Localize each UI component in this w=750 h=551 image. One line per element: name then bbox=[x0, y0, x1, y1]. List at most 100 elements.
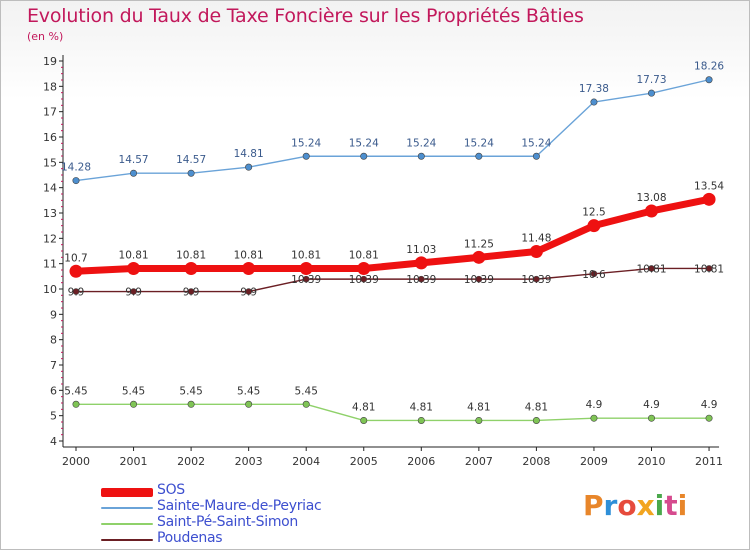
data-label-sainte-maure-de-peyriac: 14.28 bbox=[61, 162, 91, 174]
data-label-sos: 11.25 bbox=[464, 238, 494, 250]
legend: SOS Sainte-Maure-de-Peyriac Saint-Pé-Sai… bbox=[101, 482, 361, 548]
data-label-saint-pe-saint-simon: 4.81 bbox=[467, 401, 490, 413]
legend-swatch-sos bbox=[101, 488, 153, 497]
data-label-poudenas: 10.81 bbox=[636, 263, 666, 275]
x-tick-label: 2004 bbox=[292, 455, 320, 468]
data-label-poudenas: 9.9 bbox=[68, 287, 85, 299]
data-point-sos bbox=[69, 264, 83, 278]
series-line-saint-pe-saint-simon bbox=[75, 403, 710, 422]
y-tick-label: 5 bbox=[50, 410, 57, 423]
logo-letter: i bbox=[654, 489, 665, 522]
data-point-sos bbox=[702, 192, 716, 206]
proxiti-logo: Proxiti bbox=[583, 489, 687, 522]
data-point-poudenas bbox=[590, 270, 598, 278]
data-label-poudenas: 10.81 bbox=[694, 263, 724, 275]
data-label-sos: 10.81 bbox=[176, 249, 206, 261]
y-tick-label: 7 bbox=[50, 359, 57, 372]
x-tick-label: 2011 bbox=[695, 455, 723, 468]
data-label-sainte-maure-de-peyriac: 14.81 bbox=[234, 148, 264, 160]
data-point-saint-pe-saint-simon bbox=[360, 416, 368, 424]
data-label-sos: 13.08 bbox=[636, 192, 666, 204]
data-point-saint-pe-saint-simon bbox=[245, 400, 253, 408]
data-point-sos bbox=[587, 219, 601, 233]
y-tick-label: 13 bbox=[43, 207, 57, 220]
data-point-sainte-maure-de-peyriac bbox=[475, 152, 483, 160]
data-point-sainte-maure-de-peyriac bbox=[130, 169, 138, 177]
data-point-saint-pe-saint-simon bbox=[302, 400, 310, 408]
data-point-poudenas bbox=[245, 288, 252, 295]
data-label-poudenas: 10.39 bbox=[521, 274, 551, 286]
data-label-saint-pe-saint-simon: 5.45 bbox=[237, 385, 260, 397]
y-tick-label: 16 bbox=[43, 131, 57, 144]
data-label-saint-pe-saint-simon: 4.9 bbox=[586, 399, 603, 411]
y-tick-label: 12 bbox=[43, 232, 57, 245]
data-label-poudenas: 9.9 bbox=[125, 287, 142, 299]
legend-swatch-sainte-maure-de-peyriac bbox=[101, 507, 153, 509]
data-point-sos bbox=[529, 245, 543, 259]
data-point-saint-pe-saint-simon bbox=[187, 400, 195, 408]
data-label-saint-pe-saint-simon: 4.81 bbox=[352, 401, 375, 413]
legend-item-poudenas: Poudenas bbox=[101, 530, 361, 548]
data-point-sos bbox=[299, 261, 313, 275]
data-point-sainte-maure-de-peyriac bbox=[647, 89, 655, 97]
y-tick-label: 8 bbox=[50, 334, 57, 347]
data-label-sos: 12.5 bbox=[582, 207, 605, 219]
data-label-sainte-maure-de-peyriac: 17.73 bbox=[636, 74, 666, 86]
data-label-poudenas: 10.39 bbox=[349, 274, 379, 286]
data-label-sainte-maure-de-peyriac: 18.26 bbox=[694, 61, 724, 73]
data-label-saint-pe-saint-simon: 4.81 bbox=[410, 401, 433, 413]
data-label-saint-pe-saint-simon: 4.81 bbox=[525, 401, 548, 413]
legend-swatch-poudenas bbox=[101, 539, 153, 541]
legend-label-saint-pe-saint-simon: Saint-Pé-Saint-Simon bbox=[157, 514, 299, 530]
data-point-sainte-maure-de-peyriac bbox=[705, 76, 713, 84]
data-point-saint-pe-saint-simon bbox=[532, 416, 540, 424]
logo-letter: P bbox=[583, 489, 604, 522]
legend-item-saint-pe-saint-simon: Saint-Pé-Saint-Simon bbox=[101, 514, 361, 532]
data-label-saint-pe-saint-simon: 5.45 bbox=[295, 385, 318, 397]
data-point-poudenas bbox=[302, 275, 310, 283]
x-tick-label: 2005 bbox=[350, 455, 378, 468]
y-tick-label: 6 bbox=[50, 384, 57, 397]
data-point-saint-pe-saint-simon bbox=[590, 414, 598, 422]
y-tick-label: 15 bbox=[43, 156, 57, 169]
data-label-sos: 11.03 bbox=[406, 244, 436, 256]
y-tick-label: 9 bbox=[50, 308, 57, 321]
x-tick-label: 2001 bbox=[120, 455, 148, 468]
x-tick-label: 2002 bbox=[177, 455, 205, 468]
data-label-poudenas: 10.39 bbox=[291, 274, 321, 286]
data-label-sos: 10.81 bbox=[349, 249, 379, 261]
data-point-poudenas bbox=[705, 265, 713, 272]
data-label-poudenas: 10.6 bbox=[582, 269, 606, 281]
data-point-sos bbox=[184, 261, 198, 275]
chart-title: Evolution du Taux de Taxe Foncière sur l… bbox=[27, 5, 584, 27]
data-point-poudenas bbox=[130, 288, 137, 295]
data-point-sainte-maure-de-peyriac bbox=[590, 98, 598, 106]
x-tick-label: 2000 bbox=[62, 455, 90, 468]
data-label-sainte-maure-de-peyriac: 14.57 bbox=[119, 154, 149, 166]
legend-label-sainte-maure-de-peyriac: Sainte-Maure-de-Peyriac bbox=[157, 498, 322, 514]
data-point-sainte-maure-de-peyriac bbox=[417, 152, 425, 160]
x-tick-label: 2010 bbox=[638, 455, 666, 468]
data-point-saint-pe-saint-simon bbox=[705, 414, 713, 422]
data-point-poudenas bbox=[533, 275, 540, 283]
y-tick-label: 19 bbox=[43, 55, 57, 68]
data-point-sainte-maure-de-peyriac bbox=[302, 152, 310, 160]
data-label-saint-pe-saint-simon: 5.45 bbox=[64, 385, 87, 397]
data-label-sainte-maure-de-peyriac: 15.24 bbox=[406, 137, 436, 149]
legend-swatch-saint-pe-saint-simon bbox=[101, 523, 153, 525]
data-point-poudenas bbox=[648, 265, 655, 272]
y-tick-label: 17 bbox=[43, 106, 57, 119]
legend-label-poudenas: Poudenas bbox=[157, 530, 223, 546]
data-point-sainte-maure-de-peyriac bbox=[245, 163, 253, 171]
data-label-sainte-maure-de-peyriac: 15.24 bbox=[464, 137, 494, 149]
data-point-sos bbox=[242, 261, 256, 275]
data-point-sainte-maure-de-peyriac bbox=[72, 177, 80, 185]
data-label-saint-pe-saint-simon: 4.9 bbox=[643, 399, 660, 411]
data-label-saint-pe-saint-simon: 5.45 bbox=[179, 385, 202, 397]
x-tick-label: 2003 bbox=[235, 455, 263, 468]
logo-letter: o bbox=[617, 489, 637, 522]
data-point-sos bbox=[472, 250, 486, 264]
data-point-saint-pe-saint-simon bbox=[475, 416, 483, 424]
logo-letter: t bbox=[664, 489, 678, 522]
